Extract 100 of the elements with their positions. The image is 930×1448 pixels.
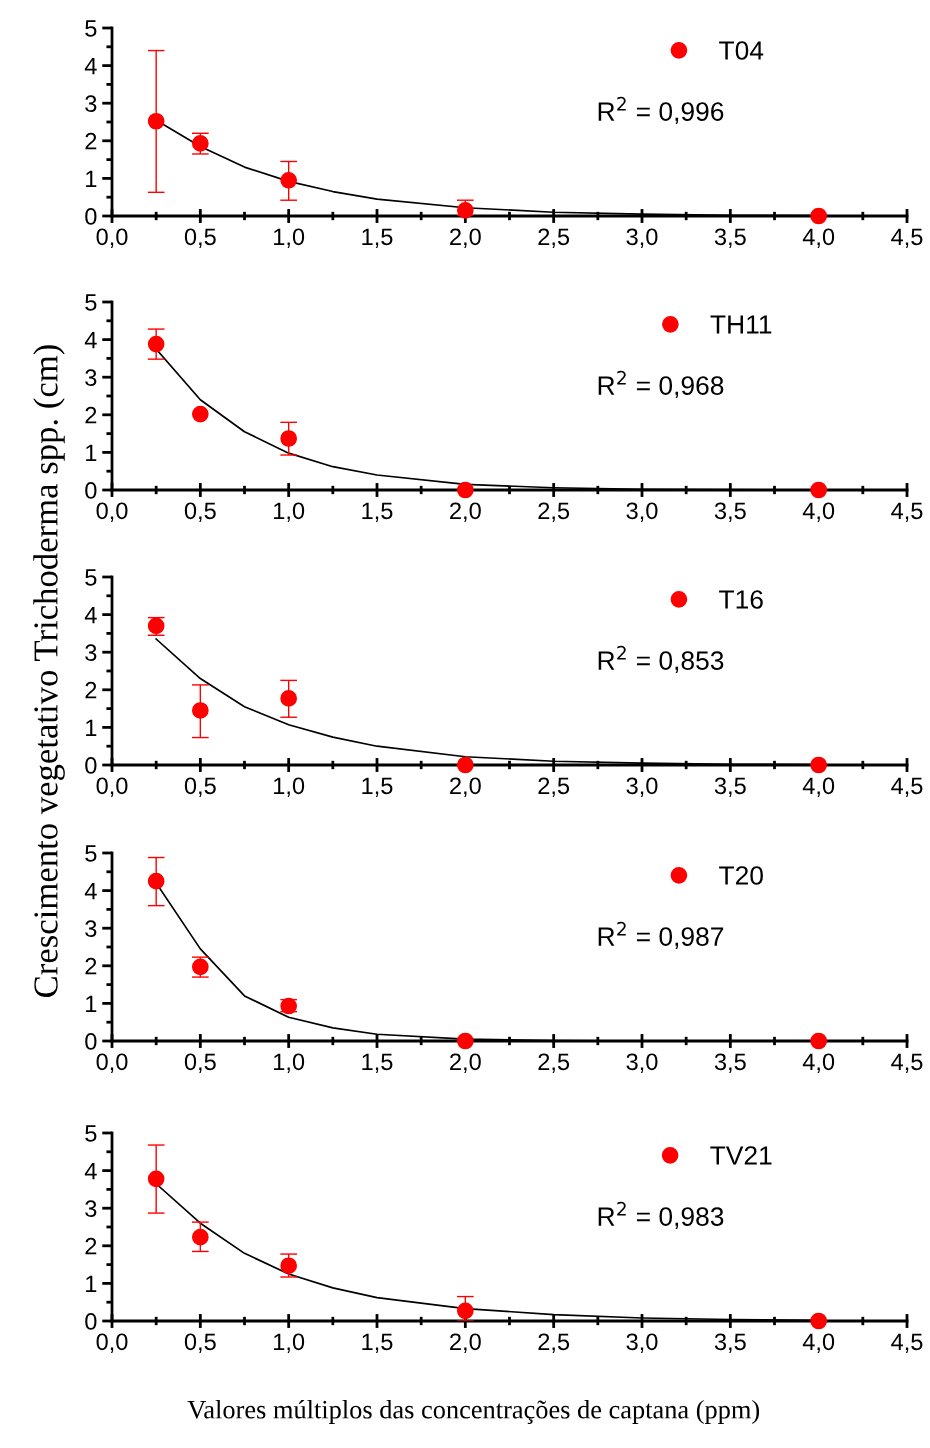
x-tick-label: 0,5 (184, 502, 216, 522)
y-tick-label: 3 (85, 95, 97, 112)
point (810, 481, 828, 499)
x-tick-label: 1,5 (362, 502, 393, 522)
y-tick-label: 2 (85, 132, 97, 150)
legend-label: T16 (719, 590, 763, 609)
x-tick-label: 3,0 (626, 1333, 658, 1353)
point (810, 756, 828, 774)
x-tick-label: 4,5 (891, 502, 923, 522)
x-tick-label: 0,0 (96, 502, 128, 522)
x-tick-label: 4,0 (802, 1053, 835, 1073)
y-tick-label: 2 (85, 957, 97, 975)
x-tick-label: 3,0 (626, 777, 658, 797)
y-tick-label: 1 (86, 719, 97, 736)
y-tick-label: 4 (84, 606, 97, 624)
x-tick-label: 4,5 (891, 1333, 923, 1353)
y-tick-label: 0 (85, 208, 97, 225)
x-tick-label: 1,0 (274, 228, 305, 248)
point (280, 430, 298, 447)
y-tick-label: 5 (85, 1125, 97, 1142)
x-tick-label: 2,0 (450, 1333, 481, 1353)
y-tick-label: 1 (86, 995, 97, 1012)
y-tick-label: 1 (86, 1275, 97, 1292)
y-tick-label: 5 (85, 294, 97, 311)
legend-label: TV21 (710, 1146, 772, 1165)
x-tick-label: 1,0 (274, 777, 305, 797)
x-tick-label: 0,0 (96, 1333, 128, 1353)
x-tick-label: 1,0 (274, 1053, 305, 1073)
x-tick-label: 2,0 (450, 502, 481, 522)
x-tick-label: 2,0 (450, 777, 481, 797)
x-tick-label: 4,5 (891, 1053, 923, 1073)
point (456, 1032, 474, 1050)
x-tick-label: 4,0 (802, 502, 835, 522)
x-tick-label: 2,5 (538, 1053, 570, 1073)
point (456, 1302, 474, 1320)
y-tick-label: 5 (85, 20, 97, 37)
y-tick-label: 4 (84, 57, 97, 75)
y-tick-label: 2 (85, 1237, 97, 1255)
x-tick-label: 3,5 (714, 228, 746, 248)
y-tick-label: 5 (85, 845, 97, 862)
x-tick-label: 2,5 (538, 1333, 570, 1353)
point (280, 171, 298, 189)
point (280, 690, 298, 707)
y-tick-label: 3 (85, 920, 97, 937)
point (147, 335, 165, 353)
x-tick-label: 1,5 (362, 1333, 393, 1353)
point (456, 756, 474, 774)
x-tick-label: 1,0 (274, 502, 305, 522)
x-tick-label: 3,0 (626, 502, 658, 522)
x-tick-label: 3,0 (626, 228, 658, 248)
x-tick-label: 4,0 (802, 228, 835, 248)
x-tick-label: 3,5 (714, 1053, 746, 1073)
y-tick-label: 3 (85, 644, 97, 661)
y-tick-label: 0 (85, 482, 97, 499)
annotation: R$^{2}$ = 0,853 (598, 645, 724, 674)
x-tick-label: 4,0 (802, 1333, 835, 1353)
x-tick-label: 2,0 (450, 228, 481, 248)
annotation: R$^{2}$ = 0,996 (598, 96, 724, 125)
point (280, 1257, 298, 1275)
x-tick-label: 4,5 (891, 777, 923, 797)
y-tick-label: 3 (85, 369, 97, 386)
x-tick-label: 0,5 (184, 777, 216, 797)
y-tick-label: 0 (85, 1313, 97, 1330)
legend-label: TH11 (710, 315, 772, 334)
y-tick-label: 0 (85, 1033, 97, 1050)
point (810, 1032, 828, 1050)
y-tick-label: 2 (85, 406, 97, 424)
point (191, 405, 209, 423)
x-tick-label: 1,5 (362, 1053, 393, 1073)
point (191, 702, 209, 719)
y-tick-label: 4 (84, 331, 97, 349)
point (147, 872, 165, 890)
x-tick-label: 0,5 (184, 1053, 216, 1073)
x-tick-label: 3,5 (714, 1333, 746, 1353)
x-tick-label: 2,5 (538, 777, 570, 797)
point (147, 112, 165, 130)
y-tick-label: 3 (85, 1200, 97, 1217)
x-tick-label: 1,5 (362, 777, 393, 797)
point (147, 1170, 165, 1188)
y-tick-label: 5 (85, 569, 97, 586)
x-tick-label: 0,0 (96, 1053, 128, 1073)
x-tick-label: 0,5 (184, 228, 216, 248)
y-tick-label: 0 (85, 757, 97, 774)
x-tick-label: 2,0 (450, 1053, 481, 1073)
annotation: R$^{2}$ = 0,983 (598, 1201, 724, 1230)
point (456, 481, 474, 499)
annotation: R$^{2}$ = 0,987 (598, 921, 724, 950)
x-tick-label: 3,5 (714, 502, 746, 522)
x-tick-label: 0,5 (184, 1333, 216, 1353)
x-tick-label: 3,0 (626, 1053, 658, 1073)
x-tick-label: 2,5 (538, 502, 570, 522)
x-tick-label: 3,5 (714, 777, 746, 797)
x-axis-title: Valores múltiplos das concentrações de captana (ppm) (187, 1399, 760, 1424)
x-tick-label: 4,5 (891, 228, 923, 248)
y-tick-label: 4 (84, 882, 97, 900)
legend-label: T20 (719, 866, 763, 885)
point (191, 1228, 209, 1246)
y-tick-label: 2 (85, 681, 97, 699)
x-tick-label: 4,0 (802, 777, 835, 797)
y-tick-label: 4 (84, 1162, 97, 1180)
